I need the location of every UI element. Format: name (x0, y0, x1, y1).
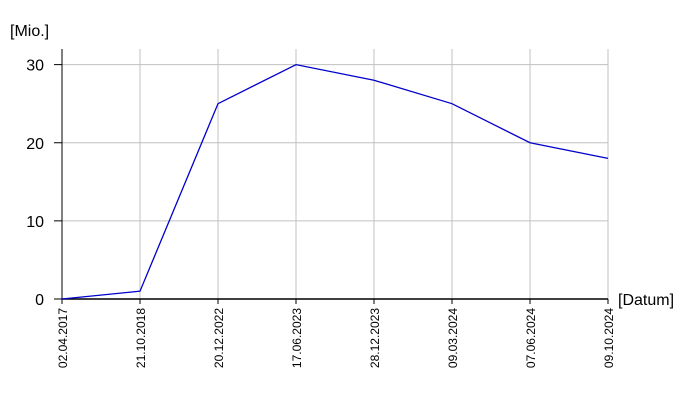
x-tick-label: 02.04.2017 (56, 308, 70, 368)
line-series (61, 63, 609, 300)
x-tick-label: 28.12.2023 (368, 308, 382, 368)
y-tick-label: 20 (26, 136, 44, 153)
y-tick-label: 0 (35, 292, 44, 309)
x-tick-label: 20.12.2022 (212, 308, 226, 368)
y-tick-label: 30 (26, 58, 44, 75)
y-axis-label: [Mio.] (10, 23, 49, 40)
x-axis-label: [Datum] (618, 292, 674, 309)
x-tick-label: 07.06.2024 (524, 308, 538, 368)
y-tick-label: 10 (26, 214, 44, 231)
x-tick-label: 09.10.2024 (602, 308, 616, 368)
x-tick-label: 21.10.2018 (134, 308, 148, 368)
x-tick-label: 17.06.2023 (290, 308, 304, 368)
x-tick-label: 09.03.2024 (446, 308, 460, 368)
